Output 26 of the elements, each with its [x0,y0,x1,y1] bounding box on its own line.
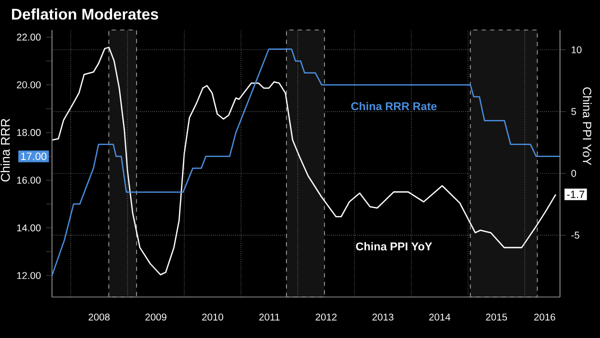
x-tick-label: 2008 [88,314,110,321]
y-tick-label: 12.00 [17,272,41,280]
data-label: -1.7 [567,190,584,198]
y2-tick-label: 10 [572,46,582,54]
text: 17.00 [21,152,46,160]
y-axis-title: China RRR [0,118,10,182]
x-tick-label: 2011 [259,314,280,321]
x-tick-label: 2014 [429,314,450,321]
x-tick-label: 2016 [534,314,556,321]
text: China PPI YoY [356,242,432,250]
chart-title: Deflation Moderates [12,8,158,20]
y2-axis-title: China PPI YoY [582,87,592,166]
y2-tick-label: 0 [571,170,576,177]
series-label: China RRR Rate [351,102,437,110]
x-tick-label: 2009 [145,314,166,321]
x-tick-label: 2010 [202,314,224,321]
x-tick-label: 2013 [372,314,394,321]
y2-tick-label: 5 [571,108,576,116]
y-tick-label: 20.00 [16,81,41,88]
x-tick-label: 2012 [316,314,337,321]
x-tick-label: 2015 [486,314,507,321]
y2-tick-label: -5 [571,232,580,239]
y-tick-label: 18.00 [17,129,41,136]
y-tick-label: 16.00 [17,176,41,184]
y-tick-label: 14.00 [17,224,41,232]
y-tick-label: 22.00 [16,34,41,41]
